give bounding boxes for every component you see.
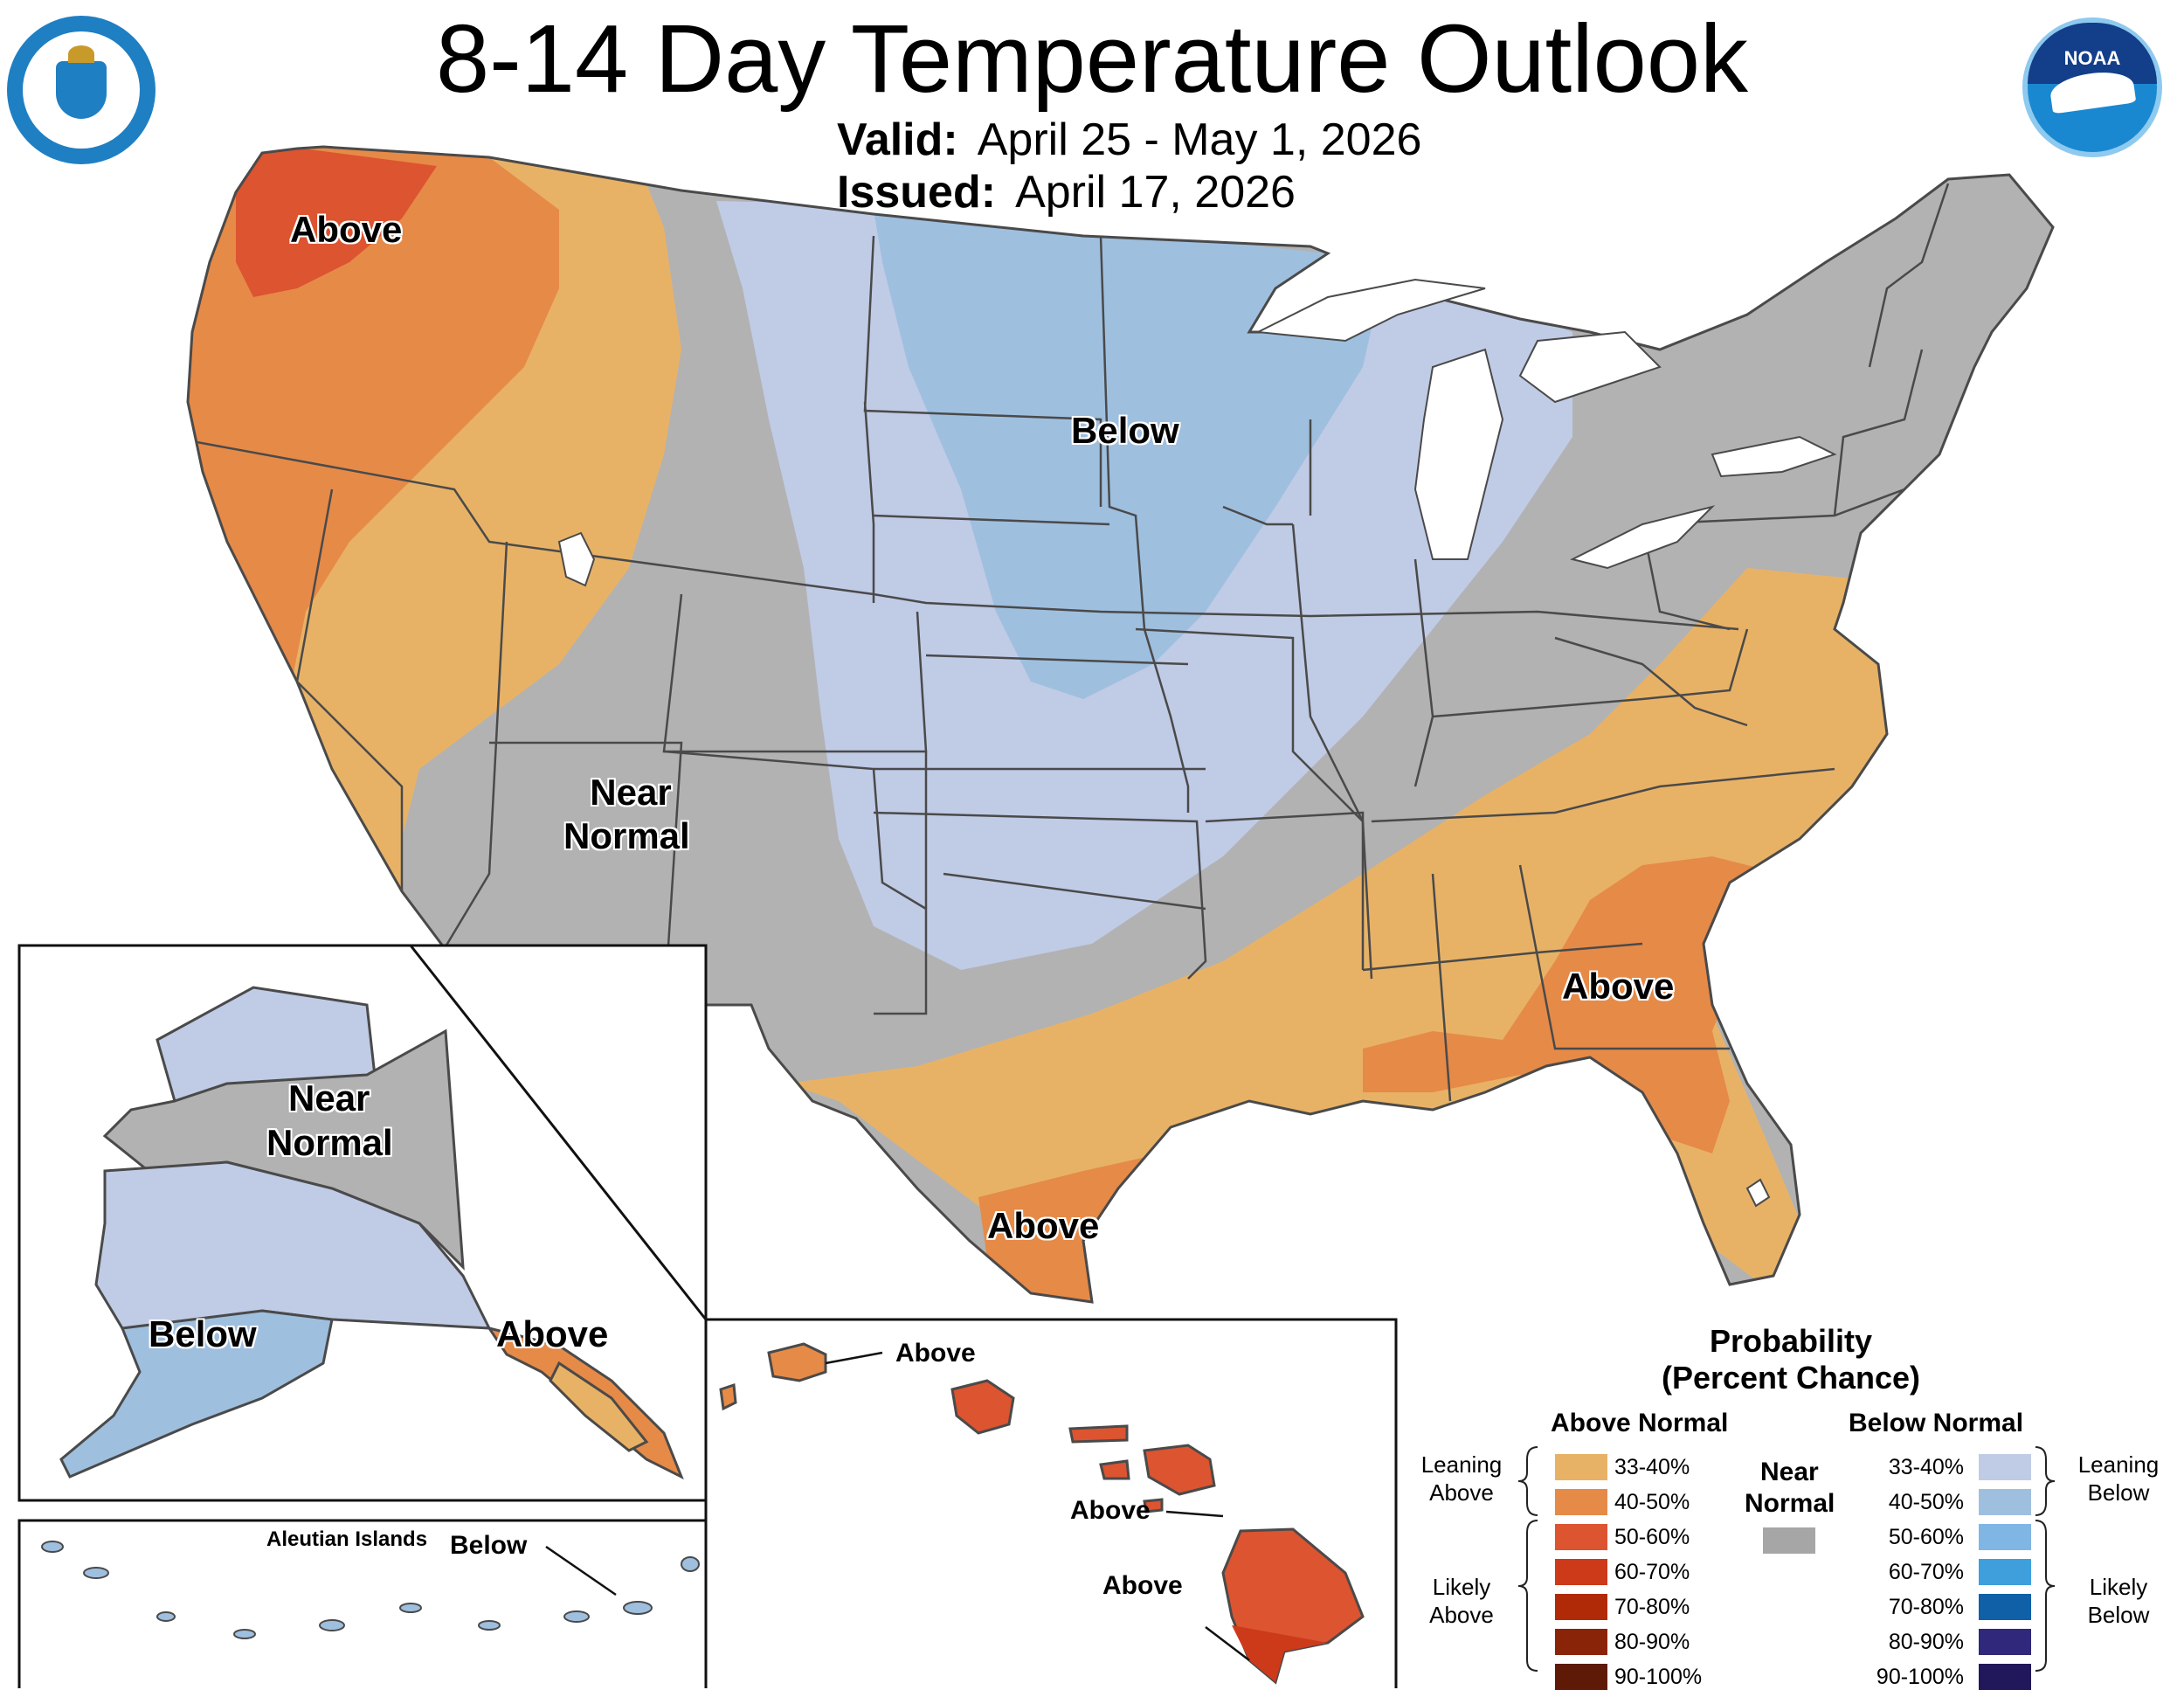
label-hawaii-maui: Above xyxy=(1070,1496,1151,1525)
legend-below-bin-label: 80-90% xyxy=(1888,1630,1964,1654)
legend-near-1: Near xyxy=(1760,1458,1819,1486)
noaa-logo-text: NOAA xyxy=(2063,47,2121,69)
page-title: 8-14 Day Temperature Outlook xyxy=(435,5,1749,113)
legend-leaning-above-1: Leaning xyxy=(1420,1451,1503,1478)
state-borders xyxy=(191,183,1950,1102)
label-north-central: Below xyxy=(1071,410,1179,451)
legend-below-bin-swatch xyxy=(1979,1594,2031,1620)
legend-title-2: (Percent Chance) xyxy=(1661,1360,1921,1396)
valid-label: Valid: xyxy=(837,114,958,165)
legend-below-head: Below Normal xyxy=(1849,1409,2024,1437)
legend-above-bin-label: 80-90% xyxy=(1614,1630,1690,1654)
legend-below-bin-swatch xyxy=(1979,1559,2031,1585)
legend-likely-below: Likely Below xyxy=(2070,1573,2167,1629)
legend-below-bin-label: 90-100% xyxy=(1876,1665,1964,1689)
legend-below-bin-label: 70-80% xyxy=(1888,1595,1964,1619)
legend-below-bin-swatch xyxy=(1979,1664,2031,1690)
aleutian-leader xyxy=(545,1545,617,1596)
legend-below-bin-label: 60-70% xyxy=(1888,1560,1964,1584)
legend-leaning-above: Leaning Above xyxy=(1413,1451,1510,1506)
molokai-island xyxy=(1068,1424,1129,1444)
inset-leader xyxy=(409,945,708,1320)
alaska-map xyxy=(59,986,684,1480)
issued-value: April 17, 2026 xyxy=(1015,167,1296,218)
legend-likely-above: Likely Above xyxy=(1413,1573,1510,1629)
maui-island xyxy=(1143,1444,1216,1496)
above-50-wa-region xyxy=(236,147,437,297)
label-alaska-below: Below xyxy=(149,1313,257,1354)
label-aleutian-title: Aleutian Islands xyxy=(266,1527,428,1551)
label-alaska-near-1: Near xyxy=(288,1077,370,1119)
label-alaska-above: Above xyxy=(496,1313,609,1354)
label-southwest-2: Normal xyxy=(563,815,690,856)
alaska-below-40 xyxy=(59,1309,334,1479)
legend-likely-below-2: Below xyxy=(2087,1602,2150,1628)
issued-label: Issued: xyxy=(837,167,997,218)
great-lakes xyxy=(557,278,1837,1208)
alaska-panhandle-lean xyxy=(549,1361,649,1452)
legend-above-bin-swatch xyxy=(1555,1664,1607,1690)
legend-leaning-below-2: Below xyxy=(2087,1479,2150,1506)
above-se-region xyxy=(1363,856,1782,1153)
lanai-island xyxy=(1099,1459,1130,1480)
legend-above-bin-label: 60-70% xyxy=(1614,1560,1690,1584)
hawaii-map xyxy=(719,1342,1365,1685)
legend-title-1: Probability xyxy=(1709,1323,1873,1359)
kahoolawe-island xyxy=(1143,1498,1164,1513)
legend-likely-below-1: Likely xyxy=(2089,1574,2148,1600)
label-northwest: Above xyxy=(290,209,403,250)
legend-above-bin-swatch xyxy=(1555,1489,1607,1515)
legend-above-bin-label: 40-50% xyxy=(1614,1490,1690,1514)
commerce-seal-icon xyxy=(7,16,156,164)
legend-above-bin-label: 70-80% xyxy=(1614,1595,1690,1619)
legend-above-bin-label: 90-100% xyxy=(1614,1665,1703,1689)
legend-above-bin-label: 50-60% xyxy=(1614,1525,1690,1549)
legend-leaning-above-2: Above xyxy=(1429,1479,1494,1506)
legend-above-bin-label: 33-40% xyxy=(1614,1455,1690,1479)
label-texas: Above xyxy=(987,1205,1100,1246)
noaa-logo-icon: NOAA xyxy=(2022,17,2162,157)
legend-above-bin-swatch xyxy=(1555,1594,1607,1620)
legend-above-bin-swatch xyxy=(1555,1629,1607,1655)
legend-braces xyxy=(1517,1446,2056,1672)
legend-below-bin-label: 40-50% xyxy=(1888,1490,1964,1514)
legend-leaning-below: Leaning Below xyxy=(2070,1451,2167,1506)
legend-likely-above-2: Above xyxy=(1429,1602,1494,1628)
legend-below-bin-label: 33-40% xyxy=(1888,1455,1964,1479)
legend-leaning-below-1: Leaning xyxy=(2077,1451,2160,1478)
legend-below-bin-swatch xyxy=(1979,1454,2031,1480)
hawaii-leaders xyxy=(825,1351,1250,1661)
label-hawaii-big: Above xyxy=(1102,1571,1183,1600)
label-alaska-near-2: Normal xyxy=(266,1122,393,1163)
legend-near-swatch xyxy=(1763,1527,1815,1554)
lean-above-west-region xyxy=(271,157,681,944)
valid-value: April 25 - May 1, 2026 xyxy=(977,114,1422,165)
niihau-island xyxy=(719,1382,737,1411)
legend-near-2: Normal xyxy=(1745,1489,1835,1518)
legend-below-bin-swatch xyxy=(1979,1629,2031,1655)
legend-below-bin-swatch xyxy=(1979,1489,2031,1515)
legend-above-bin-swatch xyxy=(1555,1454,1607,1480)
valid-line: Valid: April 25 - May 1, 2026 xyxy=(837,114,1421,166)
label-southwest-1: Near xyxy=(590,772,672,813)
issued-line: Issued: April 17, 2026 xyxy=(837,166,1296,218)
legend-likely-above-1: Likely xyxy=(1432,1574,1491,1600)
legend-below-bin-swatch xyxy=(1979,1524,2031,1550)
aleutian-islands xyxy=(41,1541,700,1639)
legend-above-bin-swatch xyxy=(1555,1559,1607,1585)
kauai-island xyxy=(767,1342,827,1382)
big-island-south xyxy=(1232,1625,1328,1682)
label-aleutian-below: Below xyxy=(450,1531,528,1560)
legend-below-bin-label: 50-60% xyxy=(1888,1525,1964,1549)
label-hawaii-kauai: Above xyxy=(895,1339,976,1368)
legend-above-head: Above Normal xyxy=(1551,1409,1729,1437)
legend-above-bin-swatch xyxy=(1555,1524,1607,1550)
label-southeast: Above xyxy=(1562,966,1675,1007)
oahu-island xyxy=(950,1379,1015,1435)
